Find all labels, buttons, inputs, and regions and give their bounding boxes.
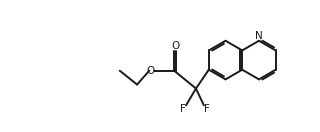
Text: F: F [180, 104, 186, 114]
Text: N: N [255, 31, 263, 41]
Text: O: O [171, 41, 179, 51]
Text: O: O [147, 66, 155, 76]
Text: F: F [204, 104, 210, 114]
